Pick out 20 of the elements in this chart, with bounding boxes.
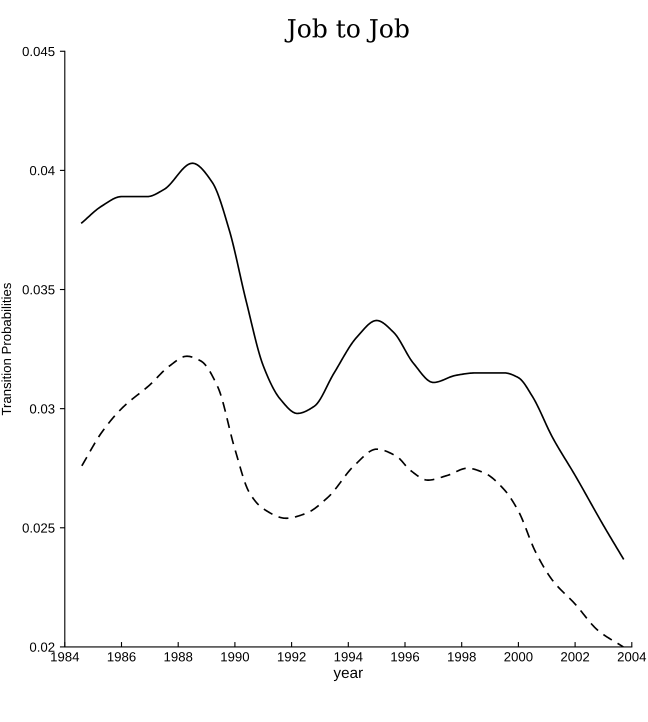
x-tick-label: 2004	[618, 652, 646, 662]
chart-title: Job to Job	[284, 18, 409, 43]
y-tick-label: 0.035	[22, 285, 55, 294]
y-tick-label: 0.04	[30, 166, 55, 176]
y-tick-label: 0.025	[22, 523, 55, 533]
x-tick-label: 1992	[278, 652, 306, 662]
x-tick-label: 1986	[108, 652, 136, 662]
y-axis-title: Transition Probabilities	[1, 283, 12, 416]
x-tick-label: 1988	[164, 652, 192, 662]
x-axis-title: year	[333, 670, 363, 682]
x-tick-label: 1996	[391, 652, 420, 662]
x-tick-label: 2000	[504, 652, 533, 662]
x-tick-label: 1984	[51, 652, 80, 662]
y-tick-label: 0.02	[30, 642, 54, 652]
x-tick-label: 1994	[334, 652, 363, 662]
x-tick-label: 1998	[448, 652, 476, 662]
y-tick-label: 0.03	[30, 404, 54, 414]
x-tick-label: 2002	[561, 652, 590, 662]
x-tick-label: 1990	[221, 652, 250, 662]
y-tick-label: 0.045	[22, 46, 55, 56]
